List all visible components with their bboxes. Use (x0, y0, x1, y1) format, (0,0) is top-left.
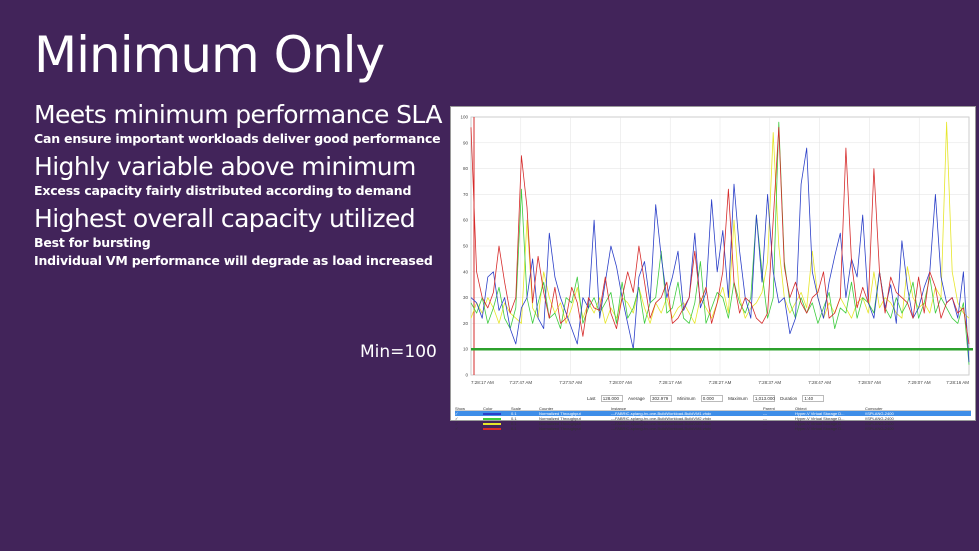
color-swatch (483, 413, 501, 415)
series-line (470, 126, 970, 345)
x-tick-label: 7:27:47 AM (509, 380, 532, 385)
legend-rows: ✓ 0.1 Normalized Throughput ---FABRIC-splan… (455, 411, 971, 431)
bullet-heading: Highly variable above minimum (34, 152, 416, 181)
color-swatch (483, 418, 501, 420)
legend-cell-instance: ---FABRIC-splang-hv-one-BuildWorkload-Bu… (611, 426, 712, 431)
y-tick-label: 10 (463, 347, 469, 352)
x-tick-label: 7:28:17 AM (659, 380, 682, 385)
legend-color-swatch (483, 421, 511, 426)
legend-row[interactable]: ✓ 0.1 Normalized Throughput ---FABRIC-splan… (455, 411, 971, 416)
legend-cell-counter: Normalized Throughput (539, 421, 581, 426)
x-tick-label: 7:28:27 AM (709, 380, 732, 385)
legend-cell-scale: 0.1 (511, 416, 517, 421)
legend-cell-object: Hyper-V Virtual Storage D... (795, 411, 845, 416)
legend-cell-scale: 0.1 (511, 426, 517, 431)
legend-cell-counter: Normalized Throughput (539, 426, 581, 431)
x-tick-label: 7:28:57 AM (858, 380, 881, 385)
show-checkbox[interactable]: ✓ (455, 421, 459, 426)
show-checkbox[interactable]: ✓ (455, 426, 459, 431)
legend-cell-scale: 0.1 (511, 421, 517, 426)
color-swatch (483, 423, 501, 425)
legend-cell-object: Hyper-V Virtual Storage D... (795, 426, 845, 431)
y-tick-label: 60 (463, 218, 469, 223)
bullet-list: Meets minimum performance SLA Can ensure… (34, 100, 444, 270)
legend-cell-parent: --- (763, 426, 767, 431)
stat-max-value: 1,013.000 (752, 395, 775, 402)
col-counter[interactable]: Counter (539, 406, 554, 410)
counter-legend: Show Color Scale Counter Instance Parent… (455, 406, 971, 431)
series-line (470, 147, 970, 363)
y-tick-label: 0 (465, 373, 468, 378)
legend-cell-scale: 0.1 (511, 411, 517, 416)
legend-color-swatch (483, 411, 511, 416)
legend-row[interactable]: ✓ 0.1 Normalized Throughput ---FABRIC-splan… (455, 426, 971, 431)
bullet-sub: Individual VM performance will degrade a… (34, 253, 433, 268)
x-tick-label: 7:28:17 AM (471, 380, 494, 385)
legend-cell-computer: \\SPLANG-2400 (865, 421, 894, 426)
legend-cell-parent: --- (763, 421, 767, 426)
stats-bar: Last 128.000 Average 302.979 Minimum 0.0… (587, 395, 828, 404)
y-tick-label: 80 (463, 166, 469, 171)
bullet-sub: Can ensure important workloads deliver g… (34, 131, 441, 146)
bullet-sub: Excess capacity fairly distributed accor… (34, 183, 412, 198)
stat-duration-value: 1:40 (802, 395, 825, 402)
legend-row[interactable]: ✓ 0.1 Normalized Throughput ---FABRIC-splan… (455, 416, 971, 421)
legend-cell-instance: ---FABRIC-splang-hv-one-BuildWorkload-Bu… (611, 411, 712, 416)
stat-duration-label: Duration (780, 396, 798, 401)
perfmon-screenshot: 100 90 80 70 60 50 40 30 20 10 0 7:28:17 AM 7:27:47 … (450, 106, 976, 431)
bullet-heading: Highest overall capacity utilized (34, 204, 416, 233)
legend-color-swatch (483, 416, 511, 421)
slide-title: Minimum Only (34, 26, 385, 84)
legend-cell-instance: ---FABRIC-splang-hv-one-BuildWorkload-Bu… (611, 421, 712, 426)
col-instance[interactable]: Instance (611, 406, 627, 410)
x-tick-label: 7:27:57 AM (559, 380, 582, 385)
bullet-sub: Best for bursting (34, 235, 151, 250)
x-tick-label: 7:28:16 AM (946, 380, 969, 385)
legend-cell-computer: \\SPLANG-2400 (865, 426, 894, 431)
legend-cell-computer: \\SPLANG-2400 (865, 416, 894, 421)
col-object[interactable]: Object (795, 406, 807, 410)
y-tick-label: 20 (463, 321, 469, 326)
min-label: Min=100 (360, 342, 437, 362)
legend-cell-computer: \\SPLANG-2400 (865, 411, 894, 416)
legend-cell-object: Hyper-V Virtual Storage D... (795, 416, 845, 421)
x-tick-label: 7:28:47 AM (808, 380, 831, 385)
x-tick-label: 7:28:07 AM (609, 380, 632, 385)
show-checkbox[interactable]: ✓ (455, 411, 459, 416)
col-show[interactable]: Show (455, 406, 466, 410)
col-scale[interactable]: Scale (511, 406, 522, 410)
col-color[interactable]: Color (483, 406, 493, 410)
y-tick-label: 90 (463, 140, 469, 145)
stat-last-value: 128.000 (600, 395, 623, 402)
y-tick-label: 50 (463, 244, 469, 249)
color-swatch (483, 428, 501, 430)
legend-cell-instance: ---FABRIC-splang-hv-one-BuildWorkload-Bu… (611, 416, 712, 421)
col-parent[interactable]: Parent (763, 406, 775, 410)
x-tick-label: 7:29:07 AM (908, 380, 931, 385)
legend-cell-parent: --- (763, 416, 767, 421)
stat-avg-label: Average (628, 396, 645, 401)
legend-cell-counter: Normalized Throughput (539, 416, 581, 421)
legend-row[interactable]: ✓ 0.1 Normalized Throughput ---FABRIC-splan… (455, 421, 971, 426)
legend-cell-object: Hyper-V Virtual Storage D... (795, 421, 845, 426)
legend-cell-parent: --- (763, 411, 767, 416)
x-tick-label: 7:28:37 AM (758, 380, 781, 385)
legend-cell-counter: Normalized Throughput (539, 411, 581, 416)
y-tick-label: 30 (463, 295, 469, 300)
y-tick-label: 40 (463, 269, 469, 274)
stat-last-label: Last (587, 396, 596, 401)
stat-min-label: Minimum (677, 396, 696, 401)
bullet-heading: Meets minimum performance SLA (34, 100, 442, 129)
legend-header: Show Color Scale Counter Instance Parent… (455, 406, 971, 411)
y-tick-label: 100 (460, 115, 468, 120)
y-tick-label: 70 (463, 192, 469, 197)
stat-max-label: Maximum (728, 396, 748, 401)
stat-min-value: 0.000 (700, 395, 723, 402)
col-computer[interactable]: Computer (865, 406, 883, 410)
stat-avg-value: 302.979 (650, 395, 672, 402)
show-checkbox[interactable]: ✓ (455, 416, 459, 421)
legend-color-swatch (483, 426, 511, 431)
